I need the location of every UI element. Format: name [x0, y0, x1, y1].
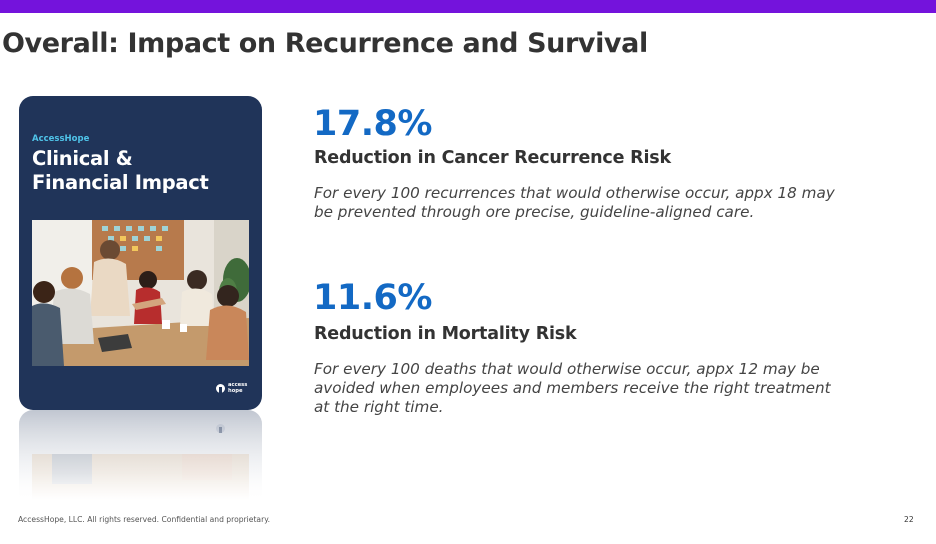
- stat-mortality-desc-line-3: at the right time.: [314, 398, 444, 416]
- page-number: 22: [904, 515, 914, 524]
- accesshope-logo: access hope: [216, 382, 248, 394]
- team-meeting-photo: [32, 220, 249, 366]
- top-accent-bar: [0, 0, 936, 13]
- stat-recurrence-description: For every 100 recurrences that would oth…: [314, 184, 884, 222]
- cover-title-line-1: Clinical &: [32, 147, 133, 170]
- cover-brand: AccessHope: [32, 134, 90, 144]
- footer-copyright: AccessHope, LLC. All rights reserved. Co…: [18, 515, 271, 524]
- cover-reflection: [19, 410, 262, 500]
- stat-recurrence-value: 17.8%: [313, 104, 432, 144]
- cover-title: Clinical & Financial Impact: [32, 147, 209, 195]
- logo-text-line-2: hope: [228, 387, 243, 394]
- stat-mortality-description: For every 100 deaths that would otherwis…: [314, 360, 884, 417]
- stat-mortality-desc-line-2: avoided when employees and members recei…: [314, 379, 831, 397]
- stat-recurrence-label: Reduction in Cancer Recurrence Risk: [314, 148, 671, 168]
- stat-mortality-label: Reduction in Mortality Risk: [314, 324, 577, 344]
- report-cover: AccessHope Clinical & Financial Impact: [19, 96, 262, 410]
- slide-title: Overall: Impact on Recurrence and Surviv…: [2, 28, 648, 59]
- logo-text-line-1: access: [228, 382, 248, 388]
- stat-recurrence-desc-line-2: be prevented through ore precise, guidel…: [314, 203, 755, 221]
- cover-title-line-2: Financial Impact: [32, 171, 209, 194]
- stat-mortality-desc-line-1: For every 100 deaths that would otherwis…: [314, 360, 820, 378]
- logo-mark-icon: [216, 384, 225, 393]
- stat-recurrence-desc-line-1: For every 100 recurrences that would oth…: [314, 184, 835, 202]
- stat-mortality-value: 11.6%: [313, 278, 432, 318]
